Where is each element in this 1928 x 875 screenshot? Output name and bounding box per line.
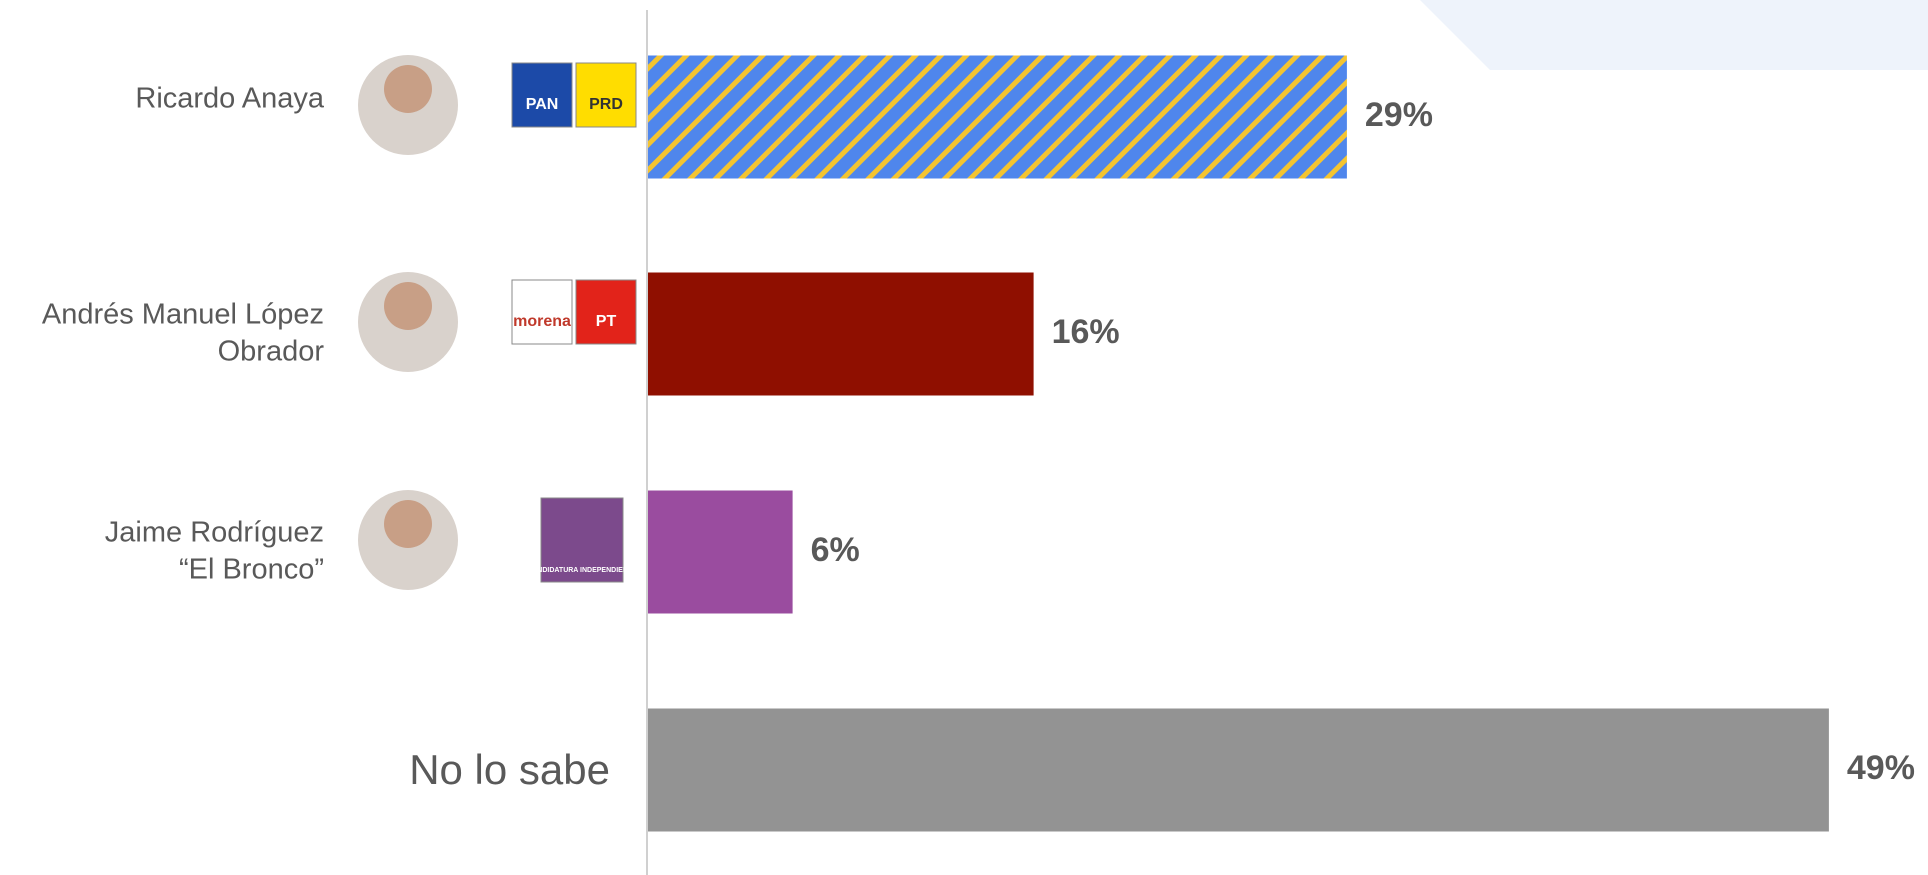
value-label: 29% bbox=[1365, 96, 1433, 134]
photo-face bbox=[384, 282, 432, 330]
party-logo-text: PT bbox=[596, 313, 617, 330]
party-logo-text: PRD bbox=[589, 96, 623, 113]
bar bbox=[648, 272, 1034, 396]
value-label: 6% bbox=[811, 531, 860, 569]
photo-face bbox=[384, 500, 432, 548]
category-label: Andrés Manuel López bbox=[42, 299, 324, 331]
party-logo-text: PAN bbox=[526, 96, 559, 113]
category-label: “El Bronco” bbox=[179, 554, 324, 586]
value-label: 16% bbox=[1052, 313, 1120, 351]
party-logo bbox=[540, 497, 624, 583]
category-label: Ricardo Anaya bbox=[135, 83, 324, 115]
party-logo bbox=[511, 62, 573, 128]
category-label: No lo sabe bbox=[409, 746, 610, 793]
category-label: Jaime Rodríguez bbox=[105, 517, 324, 549]
party-logo bbox=[575, 279, 637, 345]
category-label: Obrador bbox=[218, 336, 325, 368]
party-logo bbox=[511, 279, 573, 345]
party-logo-text: CANDIDATURA INDEPENDIENTE bbox=[527, 567, 637, 574]
party-logo-text: morena bbox=[513, 313, 571, 330]
decoration bbox=[1420, 0, 1928, 70]
value-label: 49% bbox=[1847, 749, 1915, 787]
photo-face bbox=[384, 65, 432, 113]
bar bbox=[648, 490, 793, 614]
party-logo bbox=[575, 62, 637, 128]
bar bbox=[648, 55, 1347, 179]
bar bbox=[648, 708, 1829, 832]
